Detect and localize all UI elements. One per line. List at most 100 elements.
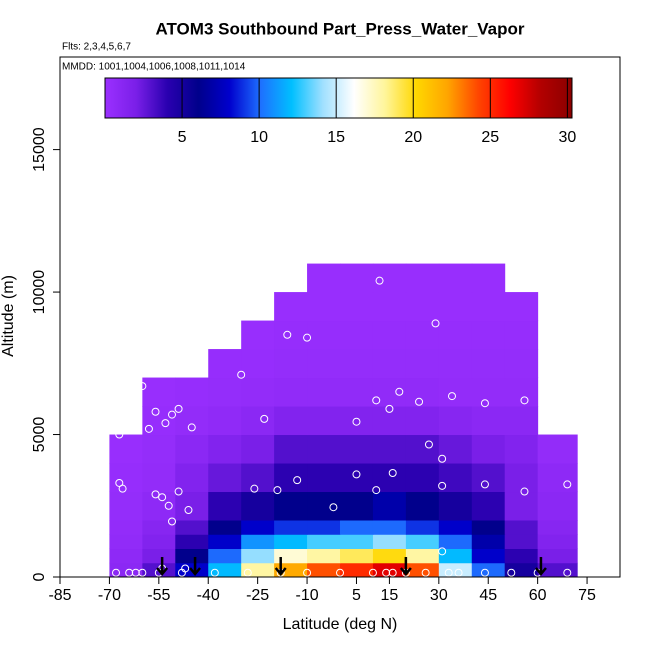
heat-cell [307, 491, 341, 521]
sample-point [454, 568, 463, 577]
heat-cell [340, 520, 374, 535]
sample-point [144, 424, 153, 433]
heat-cell [175, 520, 209, 535]
heat-cell [471, 562, 506, 578]
sample-point [168, 410, 176, 419]
heat-cell [405, 463, 440, 493]
heat-cell [372, 377, 407, 407]
sample-point [336, 568, 344, 577]
sample-point [174, 404, 183, 413]
sample-point [210, 568, 219, 577]
sample-point [388, 469, 397, 477]
heat-cell [372, 320, 407, 350]
sample-point [520, 396, 529, 405]
sample-point [174, 487, 183, 496]
sample-point [480, 399, 489, 408]
heat-cell [241, 349, 275, 379]
sample-point [448, 392, 456, 401]
sample-point [118, 484, 127, 493]
heat-cell [307, 548, 341, 564]
sample-point [438, 481, 447, 490]
x-tick-label: -55 [147, 587, 170, 604]
x-tick-label: 75 [578, 587, 596, 604]
colorbar-tick-label: 20 [404, 129, 422, 146]
heat-cell [274, 406, 308, 436]
heat-cell [471, 534, 506, 550]
heat-cell [340, 491, 374, 521]
heat-cell [372, 406, 407, 436]
heat-cell [340, 292, 374, 322]
y-axis-label: Altitude (m) [0, 275, 17, 357]
y-tick-label: 0 [31, 572, 48, 581]
heat-cell [537, 534, 578, 550]
heat-cell [537, 562, 578, 578]
heat-cell [504, 534, 539, 550]
sample-point [368, 568, 377, 577]
heat-cell [307, 263, 341, 293]
y-tick-label: 5000 [31, 417, 48, 453]
x-tick-label: 15 [381, 587, 399, 604]
heat-cell [405, 406, 440, 436]
heat-cell [274, 548, 308, 564]
heat-cell [471, 292, 506, 322]
sample-point [563, 480, 572, 489]
x-tick-label: -70 [98, 587, 121, 604]
heat-cell [340, 434, 374, 464]
x-tick-label: -25 [246, 587, 269, 604]
sample-point [237, 370, 246, 379]
heat-cell [438, 263, 473, 293]
heat-cell [471, 548, 506, 564]
heat-cell [142, 463, 176, 493]
sample-point [161, 419, 170, 428]
arrow [534, 557, 547, 576]
heat-cell [504, 520, 539, 535]
sample-point [507, 568, 516, 577]
heat-cell [175, 534, 209, 550]
sample-point [293, 476, 302, 485]
heat-cell [307, 292, 341, 322]
heat-cell [405, 349, 440, 379]
sample-point [372, 486, 381, 495]
sample-point [431, 319, 440, 328]
heat-cell [340, 534, 374, 550]
x-axis-label: Latitude (deg N) [283, 616, 398, 633]
heat-cell [405, 320, 440, 350]
heat-cell [274, 292, 308, 322]
colorbar-tick-label: 30 [558, 129, 576, 146]
sample-point [125, 421, 134, 430]
x-tick-label: 60 [529, 587, 547, 604]
heat-cell [340, 548, 374, 564]
sample-point [385, 404, 394, 413]
heat-cell [340, 263, 374, 293]
heat-cell [405, 534, 440, 550]
heat-cell [307, 434, 341, 464]
heat-cell [307, 562, 341, 578]
heat-cell [274, 491, 308, 521]
heat-cell [438, 463, 473, 493]
heat-cell [175, 406, 209, 436]
heat-cell [438, 491, 473, 521]
heat-cell [438, 406, 473, 436]
heat-cell [340, 320, 374, 350]
sample-point [480, 480, 489, 489]
heat-cell [274, 463, 308, 493]
heat-cell [175, 434, 209, 464]
heat-cell [142, 534, 176, 550]
arrow [189, 557, 202, 576]
heat-cell [405, 434, 440, 464]
heat-cell [307, 534, 341, 550]
arrow [156, 557, 169, 576]
heat-cell [405, 548, 440, 564]
colorbar [104, 77, 573, 119]
sample-point [250, 484, 259, 493]
heat-cell [438, 349, 473, 379]
sample-point [138, 382, 147, 391]
heat-cell [372, 520, 407, 535]
heat-cell [340, 406, 374, 436]
heat-cell [372, 434, 407, 464]
colorbar-tick-label: 15 [327, 129, 345, 146]
colorbar-tick-label: 5 [178, 129, 187, 146]
heat-cell [471, 491, 506, 521]
heat-cell [504, 491, 539, 521]
